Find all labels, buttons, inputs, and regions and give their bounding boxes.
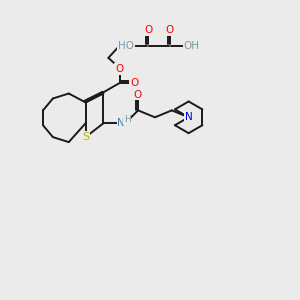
Text: O: O (133, 89, 141, 100)
Text: H: H (124, 115, 130, 124)
Text: N: N (185, 112, 193, 122)
Text: O: O (144, 25, 152, 35)
Text: N: N (117, 118, 125, 128)
Text: O: O (115, 64, 123, 74)
Text: O: O (130, 78, 138, 88)
Text: HO: HO (118, 41, 134, 51)
Text: OH: OH (184, 41, 200, 51)
Text: O: O (166, 25, 174, 35)
Text: S: S (82, 132, 89, 142)
